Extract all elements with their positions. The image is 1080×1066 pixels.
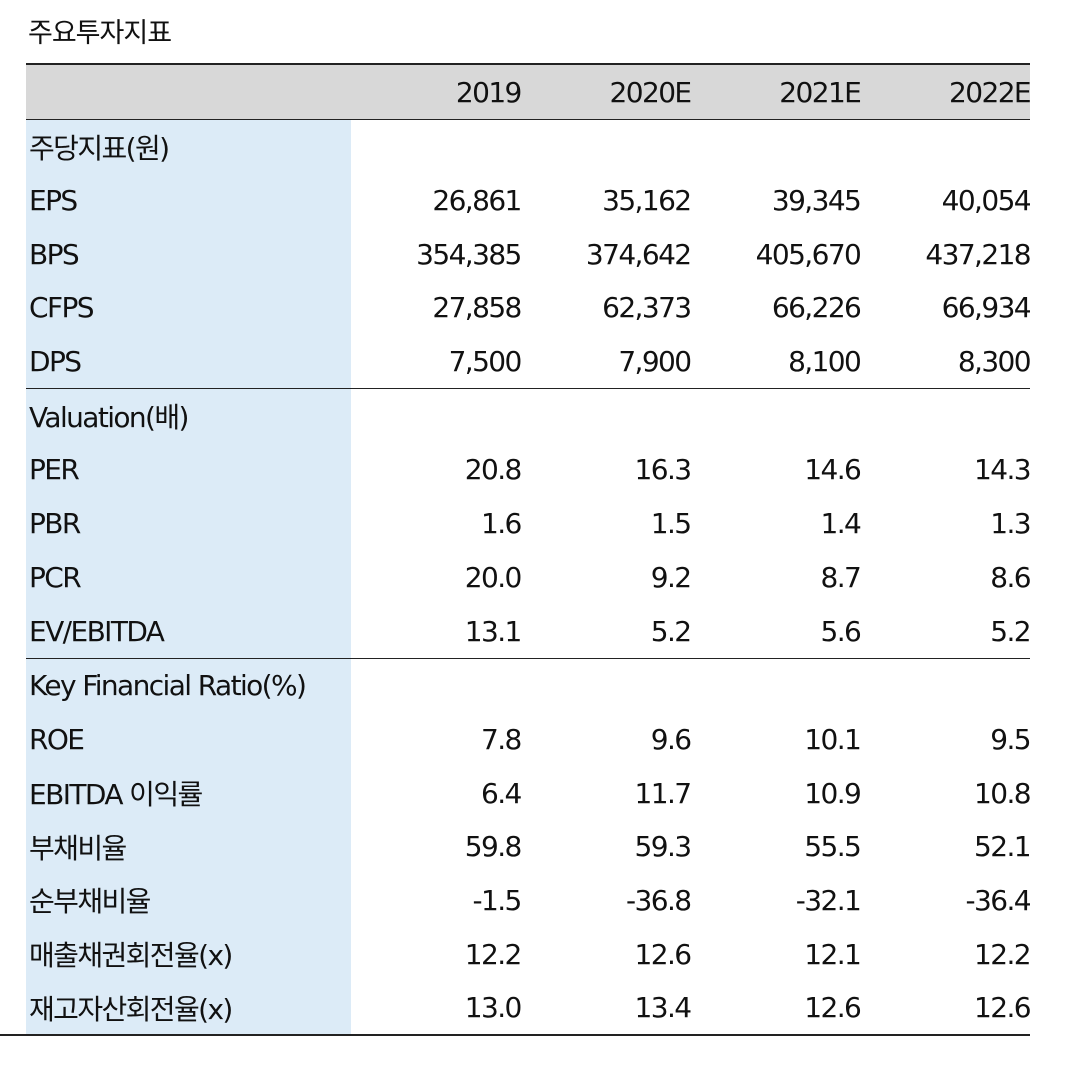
cell-value: 8.7 [820, 560, 862, 594]
cell-value: 12.1 [804, 937, 862, 971]
cell-value: -1.5 [472, 883, 523, 917]
table-row: CFPS 27,858 62,373 66,226 66,934 [26, 281, 1032, 335]
table-row: BPS 354,385 374,642 405,670 437,218 [26, 227, 1032, 282]
row-label: 순부채비율 [26, 873, 351, 928]
table-row: 부채비율 59.8 59.3 55.5 52.1 [26, 819, 1032, 874]
table-title: 주요투자지표 [28, 18, 172, 49]
cell-value: 354,385 [416, 237, 522, 271]
cell-value: 35,162 [602, 184, 692, 218]
section-title: 주당지표(원) [26, 120, 351, 174]
table-row: PBR 1.6 1.5 1.4 1.3 [26, 496, 1032, 551]
cell-value: 7.8 [481, 722, 522, 756]
row-label: EV/EBITDA [26, 604, 351, 658]
cell-value: 12.2 [464, 937, 523, 971]
section-header-row: 주당지표(원) [26, 120, 1030, 174]
cell-value: 26,861 [432, 184, 522, 218]
table-row: 매출채권회전율(x) 12.2 12.6 12.1 12.2 [26, 927, 1032, 981]
cell-value: 10.1 [804, 722, 862, 756]
cell-value: 59.8 [464, 830, 523, 864]
cell-value: 7,500 [448, 345, 523, 379]
cell-value: 14.6 [804, 453, 862, 487]
cell-value: 12.6 [974, 991, 1032, 1025]
row-label: EPS [26, 173, 351, 228]
cell-value: 55.5 [804, 830, 862, 864]
cell-value: 13.1 [464, 614, 523, 648]
cell-value: 14.3 [974, 453, 1032, 487]
cell-value: 20.0 [464, 560, 523, 594]
cell-value: 5.2 [650, 614, 692, 648]
table-header: 2019 2020E 2021E 2022E [26, 65, 1032, 120]
cell-value: 39,345 [771, 184, 862, 218]
cell-value: 11.7 [634, 776, 693, 810]
cell-value: 12.6 [634, 937, 693, 971]
cell-value: 40,054 [941, 184, 1032, 218]
table-row: ROE 7.8 9.6 10.1 9.5 [26, 712, 1032, 767]
row-label: 매출채권회전율(x) [26, 927, 351, 981]
row-label: 재고자산회전율(x) [26, 981, 351, 1035]
row-label: DPS [26, 334, 351, 389]
table-row: 순부채비율 -1.5 -36.8 -32.1 -36.4 [26, 873, 1032, 928]
cell-value: 16.3 [634, 453, 693, 487]
cell-value: -36.4 [965, 883, 1032, 917]
cell-value: 9.2 [650, 560, 692, 594]
cell-value: 13.0 [464, 991, 523, 1025]
cell-value: 10.9 [804, 776, 862, 810]
cell-value: 66,934 [941, 291, 1032, 325]
table-row: EPS 26,861 35,162 39,345 40,054 [26, 173, 1032, 228]
column-header: 2022E [949, 75, 1032, 109]
investment-indicators-table: 2019 2020E 2021E 2022E 주당지표(원) EPS 26,86… [26, 63, 1032, 1035]
cell-value: 1.5 [650, 507, 692, 541]
cell-value: 12.2 [974, 937, 1032, 971]
column-header: 2020E [609, 75, 693, 109]
cell-value: 8,100 [788, 345, 862, 379]
cell-value: 405,670 [755, 237, 862, 271]
section-header-row: Valuation(배) [26, 389, 1030, 444]
cell-value: 66,226 [771, 291, 862, 325]
table-row: EBITDA 이익률 6.4 11.7 10.9 10.8 [26, 766, 1032, 820]
row-label: CFPS [26, 281, 351, 335]
cell-value: -36.8 [626, 883, 692, 917]
cell-value: 8.6 [990, 560, 1031, 594]
column-header: 2021E [779, 75, 862, 109]
table-bottom-rule [0, 1034, 1030, 1036]
row-label: ROE [26, 712, 351, 767]
cell-value: 5.2 [990, 614, 1031, 648]
cell-value: 7,900 [618, 345, 692, 379]
header-label-cell [26, 65, 351, 119]
row-label: EBITDA 이익률 [26, 766, 351, 820]
section-title: Valuation(배) [26, 389, 351, 444]
table-row: 재고자산회전율(x) 13.0 13.4 12.6 12.6 [26, 981, 1032, 1035]
cell-value: 12.6 [804, 991, 862, 1025]
column-header: 2019 [455, 75, 522, 109]
cell-value: 6.4 [481, 776, 522, 810]
row-label: PER [26, 443, 351, 497]
cell-value: 1.3 [990, 507, 1031, 541]
cell-value: 437,218 [925, 237, 1031, 271]
table-row: DPS 7,500 7,900 8,100 8,300 [26, 334, 1032, 390]
cell-value: 9.5 [990, 722, 1031, 756]
cell-value: 62,373 [602, 291, 692, 325]
table-row: EV/EBITDA 13.1 5.2 5.6 5.2 [26, 604, 1032, 659]
table-row: PER 20.8 16.3 14.6 14.3 [26, 443, 1032, 497]
cell-value: 10.8 [974, 776, 1032, 810]
cell-value: 9.6 [650, 722, 692, 756]
section-title: Key Financial Ratio(%) [26, 658, 351, 713]
table-row: PCR 20.0 9.2 8.7 8.6 [26, 550, 1032, 605]
row-label: PBR [26, 496, 351, 551]
cell-value: 1.4 [820, 507, 862, 541]
cell-value: 5.6 [820, 614, 862, 648]
section-header-row: Key Financial Ratio(%) [26, 658, 1030, 713]
cell-value: 52.1 [974, 830, 1032, 864]
cell-value: 13.4 [634, 991, 693, 1025]
cell-value: 8,300 [957, 345, 1032, 379]
cell-value: 20.8 [464, 453, 523, 487]
row-label: 부채비율 [26, 819, 351, 874]
cell-value: 59.3 [634, 830, 693, 864]
cell-value: 374,642 [585, 237, 692, 271]
cell-value: 1.6 [481, 507, 522, 541]
row-label: PCR [26, 550, 351, 605]
cell-value: -32.1 [795, 883, 862, 917]
row-label: BPS [26, 227, 351, 282]
cell-value: 27,858 [432, 291, 522, 325]
